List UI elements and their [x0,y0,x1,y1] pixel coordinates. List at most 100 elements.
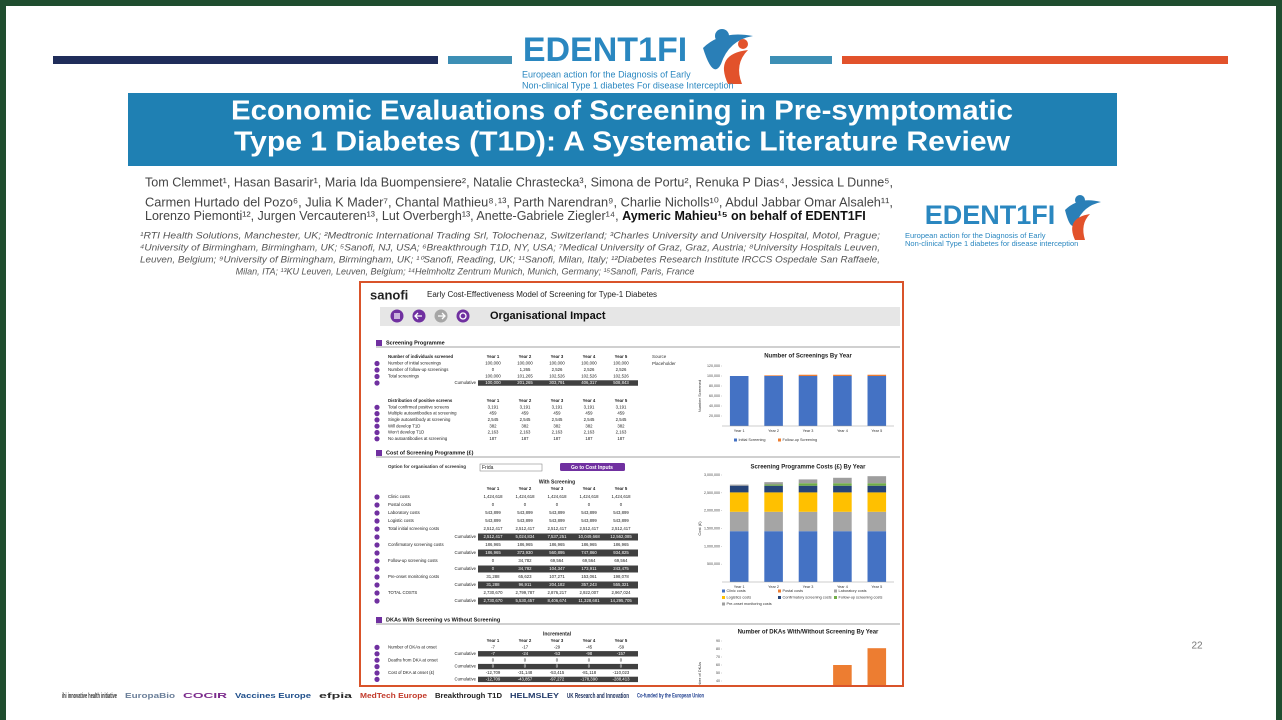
cell: 0 [524,657,527,662]
page-number: 22 [1191,641,1203,652]
section-title: Cost of Screening Programme (£) [386,450,474,456]
info-icon [374,657,380,663]
bar [867,485,887,493]
cell: 1,424,618 [611,494,631,499]
option-label: Option for organisation of screening [388,464,466,469]
cell: 2,730,670 [483,598,503,603]
bar [798,483,818,486]
affiliation: ⁴University of Birmingham, Birmingham, U… [140,242,880,252]
row-label: Logistic costs [388,518,414,523]
column-header: Year 3 [551,486,564,491]
cell: 2,526 [616,367,627,372]
cell: 102,526 [581,374,597,379]
refresh-button[interactable] [456,309,470,323]
y-axis-label: Number of DKAs [697,662,702,692]
cell: 0 [588,502,591,507]
row-label: Won't develop T1D [388,430,424,435]
cell: 1,424,618 [579,494,599,499]
cell: 543,899 [613,518,629,523]
column-header: Year 5 [615,486,628,491]
column-header: Year 3 [551,638,564,643]
rule-teal [770,56,832,64]
y-tick-label: 120,000 [707,364,720,368]
option-value: Frida [482,465,494,471]
info-icon [374,380,380,386]
row-label: Number of follow-up screenings [388,367,448,372]
bar [867,492,887,512]
legend-label: Clinic costs [727,589,746,593]
logo-tagline: European action for the Diagnosis of Ear… [522,69,691,79]
cell: 560,895 [549,550,565,555]
column-header: Year 1 [487,486,500,491]
x-tick-label: Year 3 [803,585,814,589]
cell: 198,078 [613,574,629,579]
bar [729,376,749,426]
cell: 382 [521,423,529,428]
cell: 2,545 [584,417,595,422]
cell: 69,564 [582,558,596,563]
info-icon [374,664,380,670]
row-label: Cost of DKA at onset (£) [388,670,435,675]
cell: 303,791 [549,380,565,385]
cell: 382 [489,423,497,428]
partner-logo: COCIR [183,691,228,700]
page-heading: Organisational Impact [490,310,606,322]
bar [833,665,852,685]
bar [798,376,818,426]
info-icon [374,550,380,556]
row-label: Single autoantibody at screening [388,417,451,422]
bar [798,479,818,484]
row-label: Cumulative [455,566,477,571]
bar [798,485,818,493]
cell: -288,413 [613,677,631,682]
cost-inputs-button[interactable] [560,463,625,471]
model-heading: Early Cost-Effectiveness Model of Screen… [427,290,657,299]
legend-swatch [834,596,837,599]
cell: -53 [554,651,561,656]
cell: 186,965 [485,550,501,555]
authors: Carmen Hurtado del Pozo⁶, Julia K Mader⁷… [145,195,893,209]
cell: -157 [617,651,626,656]
row-label: Follow-up screening costs [388,558,438,563]
bar [729,492,749,512]
cell: 2,512,417 [483,534,503,539]
partner-logo: UK Research and Innovation [567,691,629,700]
x-tick-label: Year 4 [837,429,848,433]
column-header: Year 2 [519,398,532,403]
y-tick-label: 90 [716,639,720,643]
row-label: Cumulative [455,651,477,656]
option-dropdown[interactable] [479,463,543,472]
section-title: DKAs With Screening vs Without Screening [386,617,500,623]
cell: 2,922,007 [579,590,599,595]
side-logo-tagline: European action for the Diagnosis of Ear… [905,231,1046,240]
partner-logo: Co-funded by the European Union [637,694,704,700]
cell: 2,163 [616,430,627,435]
column-header: Year 4 [583,354,596,359]
cell: 186,965 [549,542,565,547]
cell: 2,526 [552,367,563,372]
bar [867,374,887,376]
cell: 2,526 [584,367,595,372]
row-label: Laboratory costs [388,510,420,515]
row-label: Cumulative [455,677,477,682]
model-content: sanofi Early Cost-Effectiveness Model of… [370,287,900,692]
cell: 1,424,618 [483,494,503,499]
cell: 100,000 [613,361,629,366]
row-label: Clinic costs [388,494,410,499]
info-icon [374,598,380,604]
cell: 2,512,417 [611,526,631,531]
affiliation: Milan, ITA; ¹³KU Leuven, Leuven, Belgium… [236,266,695,276]
bar [764,376,783,426]
cell: -7 [491,645,495,650]
row-label: Pre-onset monitoring costs [388,574,439,579]
legend-swatch [734,438,737,442]
cell: 3,191 [520,404,531,409]
cell: 2,545 [520,417,531,422]
info-icon [374,423,380,429]
row-label: Cumulative [455,534,477,539]
legend-swatch [722,596,725,599]
cell: 8,406,674 [547,598,567,603]
info-icon [374,534,380,540]
legend-label: Logistics costs [727,596,752,600]
column-header: Year 5 [615,638,628,643]
